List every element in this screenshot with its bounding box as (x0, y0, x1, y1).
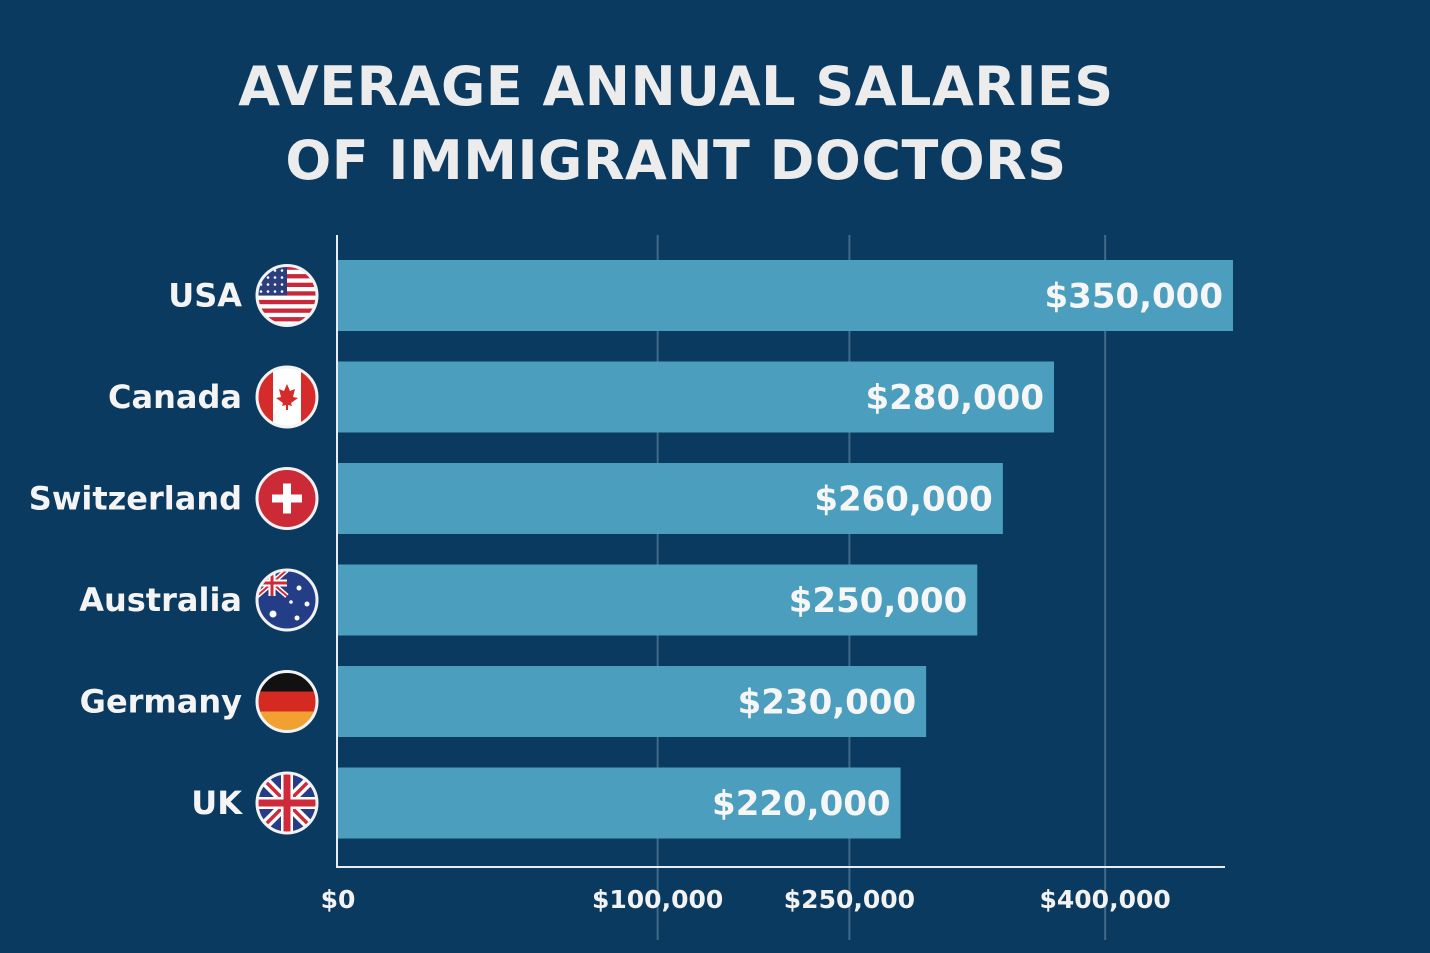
chart-title-line-1: AVERAGE ANNUAL SALARIES (238, 55, 1114, 118)
category-label: USA (168, 277, 242, 315)
axes (336, 235, 1225, 868)
category-labels: USA Canada Switzerland Australia Germany UK (29, 277, 243, 823)
category-label: UK (191, 784, 243, 822)
category-label: Germany (80, 683, 242, 721)
x-tick-label: $400,000 (1040, 885, 1171, 914)
germany-flag-icon (255, 670, 319, 733)
australia-flag-icon (255, 568, 319, 632)
bar-germany (338, 666, 927, 737)
bar-canada (338, 361, 1054, 433)
bar-uk (338, 767, 901, 839)
x-tick-labels: $0 $100,000 $250,000 $400,000 (321, 885, 1171, 914)
x-tick-label: $100,000 (592, 885, 723, 914)
bar-switzerland (338, 463, 1003, 534)
x-tick-label: $0 (321, 885, 356, 914)
value-label: $250,000 (789, 581, 968, 621)
category-label: Switzerland (29, 480, 242, 518)
value-label: $350,000 (1044, 277, 1223, 317)
flags (255, 264, 319, 835)
switzerland-flag-icon (255, 467, 319, 530)
category-label: Canada (108, 378, 242, 416)
value-label: $230,000 (738, 683, 917, 723)
bars: $350,000 $280,000 $260,000 $250,000 $230,000… (338, 260, 1233, 839)
value-label: $260,000 (814, 480, 993, 520)
chart-title-line-2: OF IMMIGRANT DOCTORS (285, 129, 1067, 192)
usa-flag-icon (255, 264, 319, 327)
canada-flag-icon (255, 365, 319, 429)
category-label: Australia (79, 581, 242, 619)
chart-title: AVERAGE ANNUAL SALARIES OF IMMIGRANT DOC… (0, 50, 1352, 198)
x-tick-label: $250,000 (784, 885, 915, 914)
bar-australia (338, 564, 978, 636)
bar-usa (338, 260, 1233, 331)
value-label: $280,000 (865, 378, 1044, 418)
uk-flag-icon (255, 771, 319, 835)
value-label: $220,000 (712, 784, 891, 824)
